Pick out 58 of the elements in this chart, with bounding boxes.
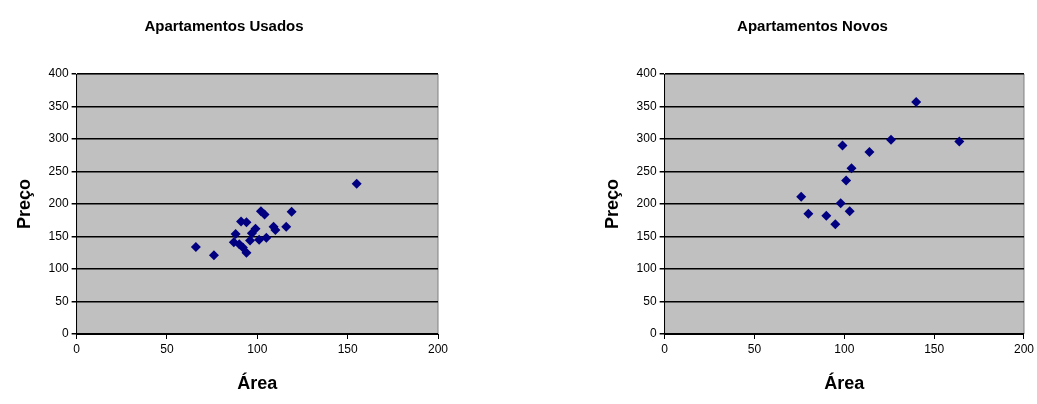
point [803, 208, 814, 219]
point [864, 147, 875, 157]
x-tick-label: 0 [661, 341, 669, 356]
y-tick-label: 0 [649, 326, 657, 341]
x-tick-label: 150 [924, 341, 945, 356]
point [844, 206, 855, 217]
point [281, 221, 292, 232]
point [230, 228, 241, 239]
y-tick-label: 100 [48, 261, 69, 276]
chart-title: Apartamentos Usados [144, 17, 304, 35]
x-tick-label: 150 [337, 341, 358, 356]
point [246, 228, 257, 239]
y-tick-label: 150 [636, 228, 657, 243]
y-tick-label: 350 [48, 98, 69, 113]
point [835, 198, 846, 209]
x-axis-title: Área [237, 372, 279, 394]
point [886, 134, 897, 145]
x-tick-label: 200 [427, 341, 449, 356]
y-tick-label: 50 [643, 293, 657, 308]
x-tick-label: 0 [73, 341, 81, 356]
x-tick-label: 200 [1013, 341, 1035, 356]
point [254, 234, 265, 245]
y-tick-label: 400 [48, 66, 69, 81]
x-tick-label: 50 [160, 341, 174, 356]
y-tick-label: 250 [48, 163, 69, 178]
y-tick-label: 100 [636, 261, 657, 276]
y-tick-label: 300 [636, 131, 657, 146]
point [841, 175, 852, 186]
point [190, 241, 201, 252]
point [837, 140, 848, 151]
point [351, 178, 362, 189]
y-tick-label: 350 [636, 98, 657, 113]
y-tick-label: 200 [636, 196, 657, 211]
point [796, 191, 807, 202]
x-axis-title: Área [824, 372, 866, 394]
point [821, 210, 832, 221]
y-axis-title: Preço [13, 178, 34, 230]
y-tick-label: 0 [61, 326, 69, 341]
y-tick-label: 50 [55, 293, 69, 308]
y-axis-title: Preço [601, 178, 622, 230]
y-tick-label: 150 [48, 228, 69, 243]
point [830, 219, 841, 230]
point [245, 235, 256, 246]
x-tick-label: 50 [747, 341, 762, 356]
point [286, 206, 297, 217]
y-tick-label: 250 [636, 163, 657, 178]
x-tick-label: 100 [247, 341, 268, 356]
y-tick-label: 400 [636, 66, 657, 81]
y-tick-label: 200 [48, 196, 69, 211]
point [259, 209, 270, 220]
point [846, 163, 857, 174]
chart-title: Apartamentos Novos [737, 17, 888, 35]
point [208, 250, 219, 261]
x-tick-label: 100 [834, 341, 855, 356]
point [261, 232, 272, 243]
point [911, 96, 922, 107]
point [954, 136, 965, 147]
y-tick-label: 300 [48, 131, 69, 146]
